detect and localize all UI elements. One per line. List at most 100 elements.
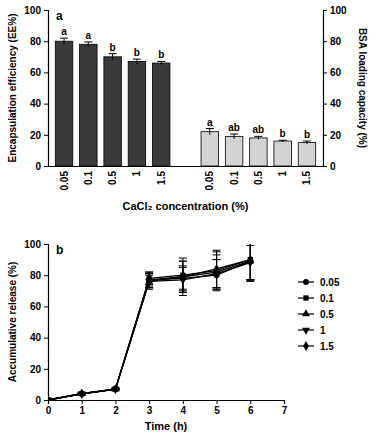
tick-mark: [250, 400, 251, 404]
panel: 02040608010001234567Time (h)Accumulative…: [7, 238, 340, 432]
tick: 1: [277, 171, 288, 177]
error-bar: [206, 129, 214, 135]
tick-mark: [217, 400, 218, 404]
tick: 3: [147, 400, 153, 416]
tick-label: 40: [30, 332, 42, 343]
tick-label: 60: [30, 301, 42, 312]
panel-label: a: [56, 9, 63, 23]
significance-letter: ab: [228, 122, 240, 133]
error-bar: [230, 134, 238, 139]
y-axis-title: Encapsulation efficiency (EE%): [7, 14, 18, 163]
tick: 0.05: [204, 171, 215, 191]
marker: [180, 272, 186, 282]
tick-mark: [284, 400, 285, 404]
tick-label: 2: [113, 405, 119, 416]
bar: [55, 41, 72, 166]
tick-label: 40: [330, 98, 342, 109]
marker: [214, 264, 220, 274]
tick: 40: [30, 98, 48, 109]
tick-label: 6: [248, 405, 254, 416]
bar: [201, 132, 218, 166]
error-bar: [279, 140, 287, 142]
tick: 0.5: [107, 171, 118, 185]
tick-mark: [44, 41, 48, 42]
tick-label: 1: [79, 405, 85, 416]
legend-label: 1.5: [320, 341, 334, 352]
tick-label: 0.05: [59, 171, 70, 191]
tick-mark: [149, 400, 150, 404]
tick-label: 60: [30, 67, 42, 78]
tick: 0: [35, 161, 48, 172]
tick-label: 5: [214, 405, 220, 416]
tick: 6: [248, 400, 254, 416]
marker: [79, 389, 85, 399]
annotations: aabbbaababbb: [61, 26, 310, 140]
tick-label: 100: [24, 239, 41, 250]
tick: 5: [214, 400, 220, 416]
tick-label: 0: [330, 161, 336, 172]
tick: 0: [35, 395, 48, 406]
tick-label: 80: [30, 36, 42, 47]
tick: 60: [323, 67, 342, 78]
error-bar: [133, 59, 141, 64]
error-bar: [84, 42, 92, 47]
error-bar: [145, 274, 153, 286]
bar: [104, 57, 121, 166]
tick-mark: [44, 72, 48, 73]
axis-line: [44, 245, 49, 401]
y2-axis-title: BSA loading capacity (%): [357, 28, 368, 148]
tick: 20: [30, 364, 48, 375]
tick: 80: [30, 36, 48, 47]
tick: 0.05: [59, 171, 70, 191]
legend-marker: [303, 295, 308, 300]
panel-label: b: [56, 243, 63, 257]
tick-label: 0: [46, 405, 52, 416]
error-bar: [303, 141, 311, 144]
axis-line: [49, 166, 324, 167]
tick-mark: [44, 10, 48, 11]
error-bar: [254, 136, 262, 139]
significance-letter: a: [86, 30, 92, 41]
line: [48, 261, 250, 400]
tick-label: 0.1: [83, 171, 94, 185]
legend-marker: [303, 341, 309, 351]
tick-mark: [44, 275, 48, 276]
tick-label: 1.5: [156, 171, 167, 185]
tick: 60: [30, 301, 48, 312]
tick: 0.5: [253, 171, 264, 185]
y-axis: 020406080100: [24, 5, 48, 172]
plot-marks: [55, 38, 315, 166]
significance-letter: b: [134, 47, 140, 58]
y-axis-title: Accumulative release (%): [7, 262, 18, 383]
tick-mark: [323, 41, 327, 42]
tick-mark: [323, 166, 327, 167]
significance-letter: a: [207, 117, 213, 128]
tick: 1.5: [156, 171, 167, 185]
figure: aabbbaababbb0204060801000204060801000.05…: [0, 0, 377, 440]
error-bar: [179, 258, 187, 295]
tick-label: 1: [131, 171, 142, 177]
legend-label: 0.5: [320, 309, 334, 320]
tick-mark: [183, 400, 184, 404]
tick: 80: [323, 36, 342, 47]
tick-mark: [44, 135, 48, 136]
tick: 7: [282, 400, 288, 416]
bar: [80, 44, 97, 166]
error-bar: [157, 61, 165, 64]
marker: [113, 384, 119, 394]
tick-mark: [323, 135, 327, 136]
y-axis: 020406080100: [24, 239, 48, 406]
axis-line: [324, 11, 328, 167]
tick-label: 0.1: [229, 171, 240, 185]
tick-label: 1.5: [301, 171, 312, 185]
tick-mark: [44, 338, 48, 339]
marker: [247, 255, 253, 265]
legend-item: 0.1: [298, 293, 334, 304]
bar: [274, 141, 291, 166]
tick-mark: [82, 400, 83, 404]
axis-line: [44, 11, 49, 167]
line: [48, 261, 250, 400]
significance-letter: b: [110, 42, 116, 53]
tick-mark: [44, 166, 48, 167]
legend-item: 1.5: [298, 341, 334, 352]
